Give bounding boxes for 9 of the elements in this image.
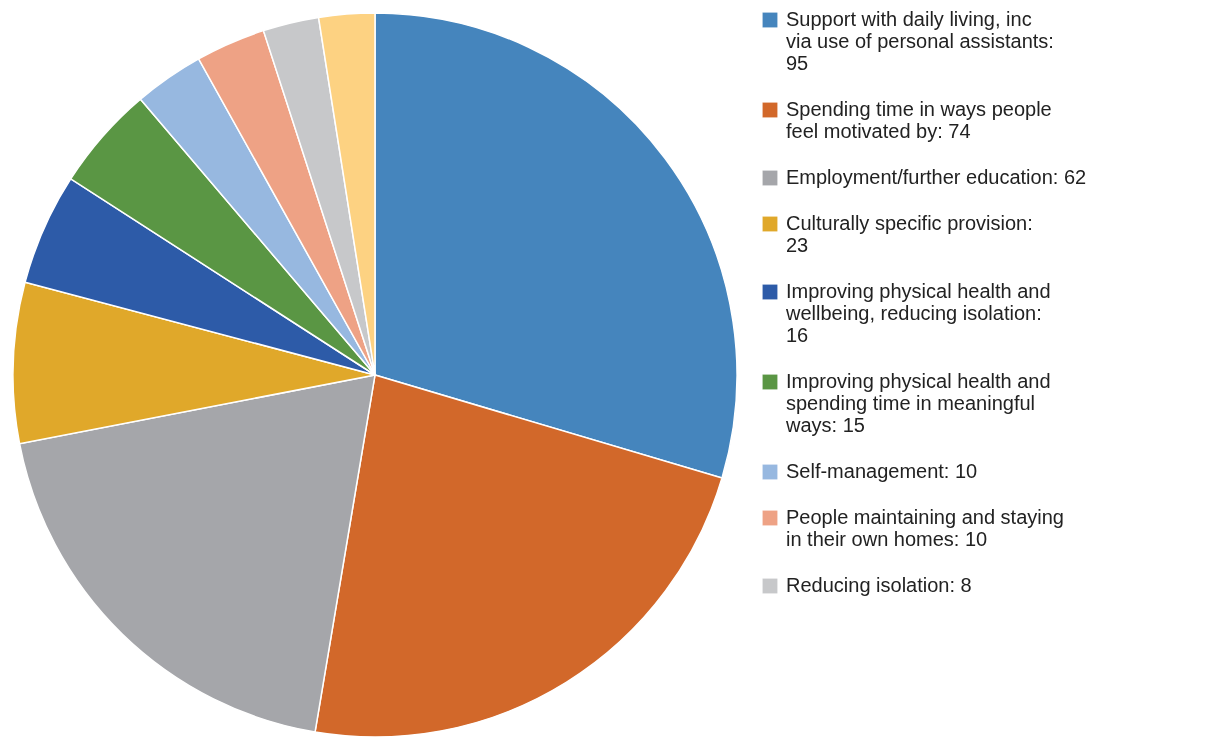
legend-label: Culturally specific provision: 23 — [786, 212, 1033, 256]
legend-label: Reducing isolation: 8 — [786, 574, 972, 596]
legend-label: Support with daily living, inc via use of personal assistants: 95 — [786, 8, 1054, 74]
legend-label: Improving physical health and spending time in meaningful ways: 15 — [785, 370, 1051, 436]
legend-label: Spending time in ways people feel motivated by: 74 — [786, 98, 1052, 142]
legend-label: People maintaining and staying in their own homes: 10 — [786, 506, 1064, 550]
legend-label: Self-management: 10 — [786, 460, 978, 482]
legend-label: Employment/further education: 62 — [786, 166, 1087, 188]
legend-label: Improving physical health and wellbeing, reducing isolation: 16 — [785, 280, 1051, 346]
